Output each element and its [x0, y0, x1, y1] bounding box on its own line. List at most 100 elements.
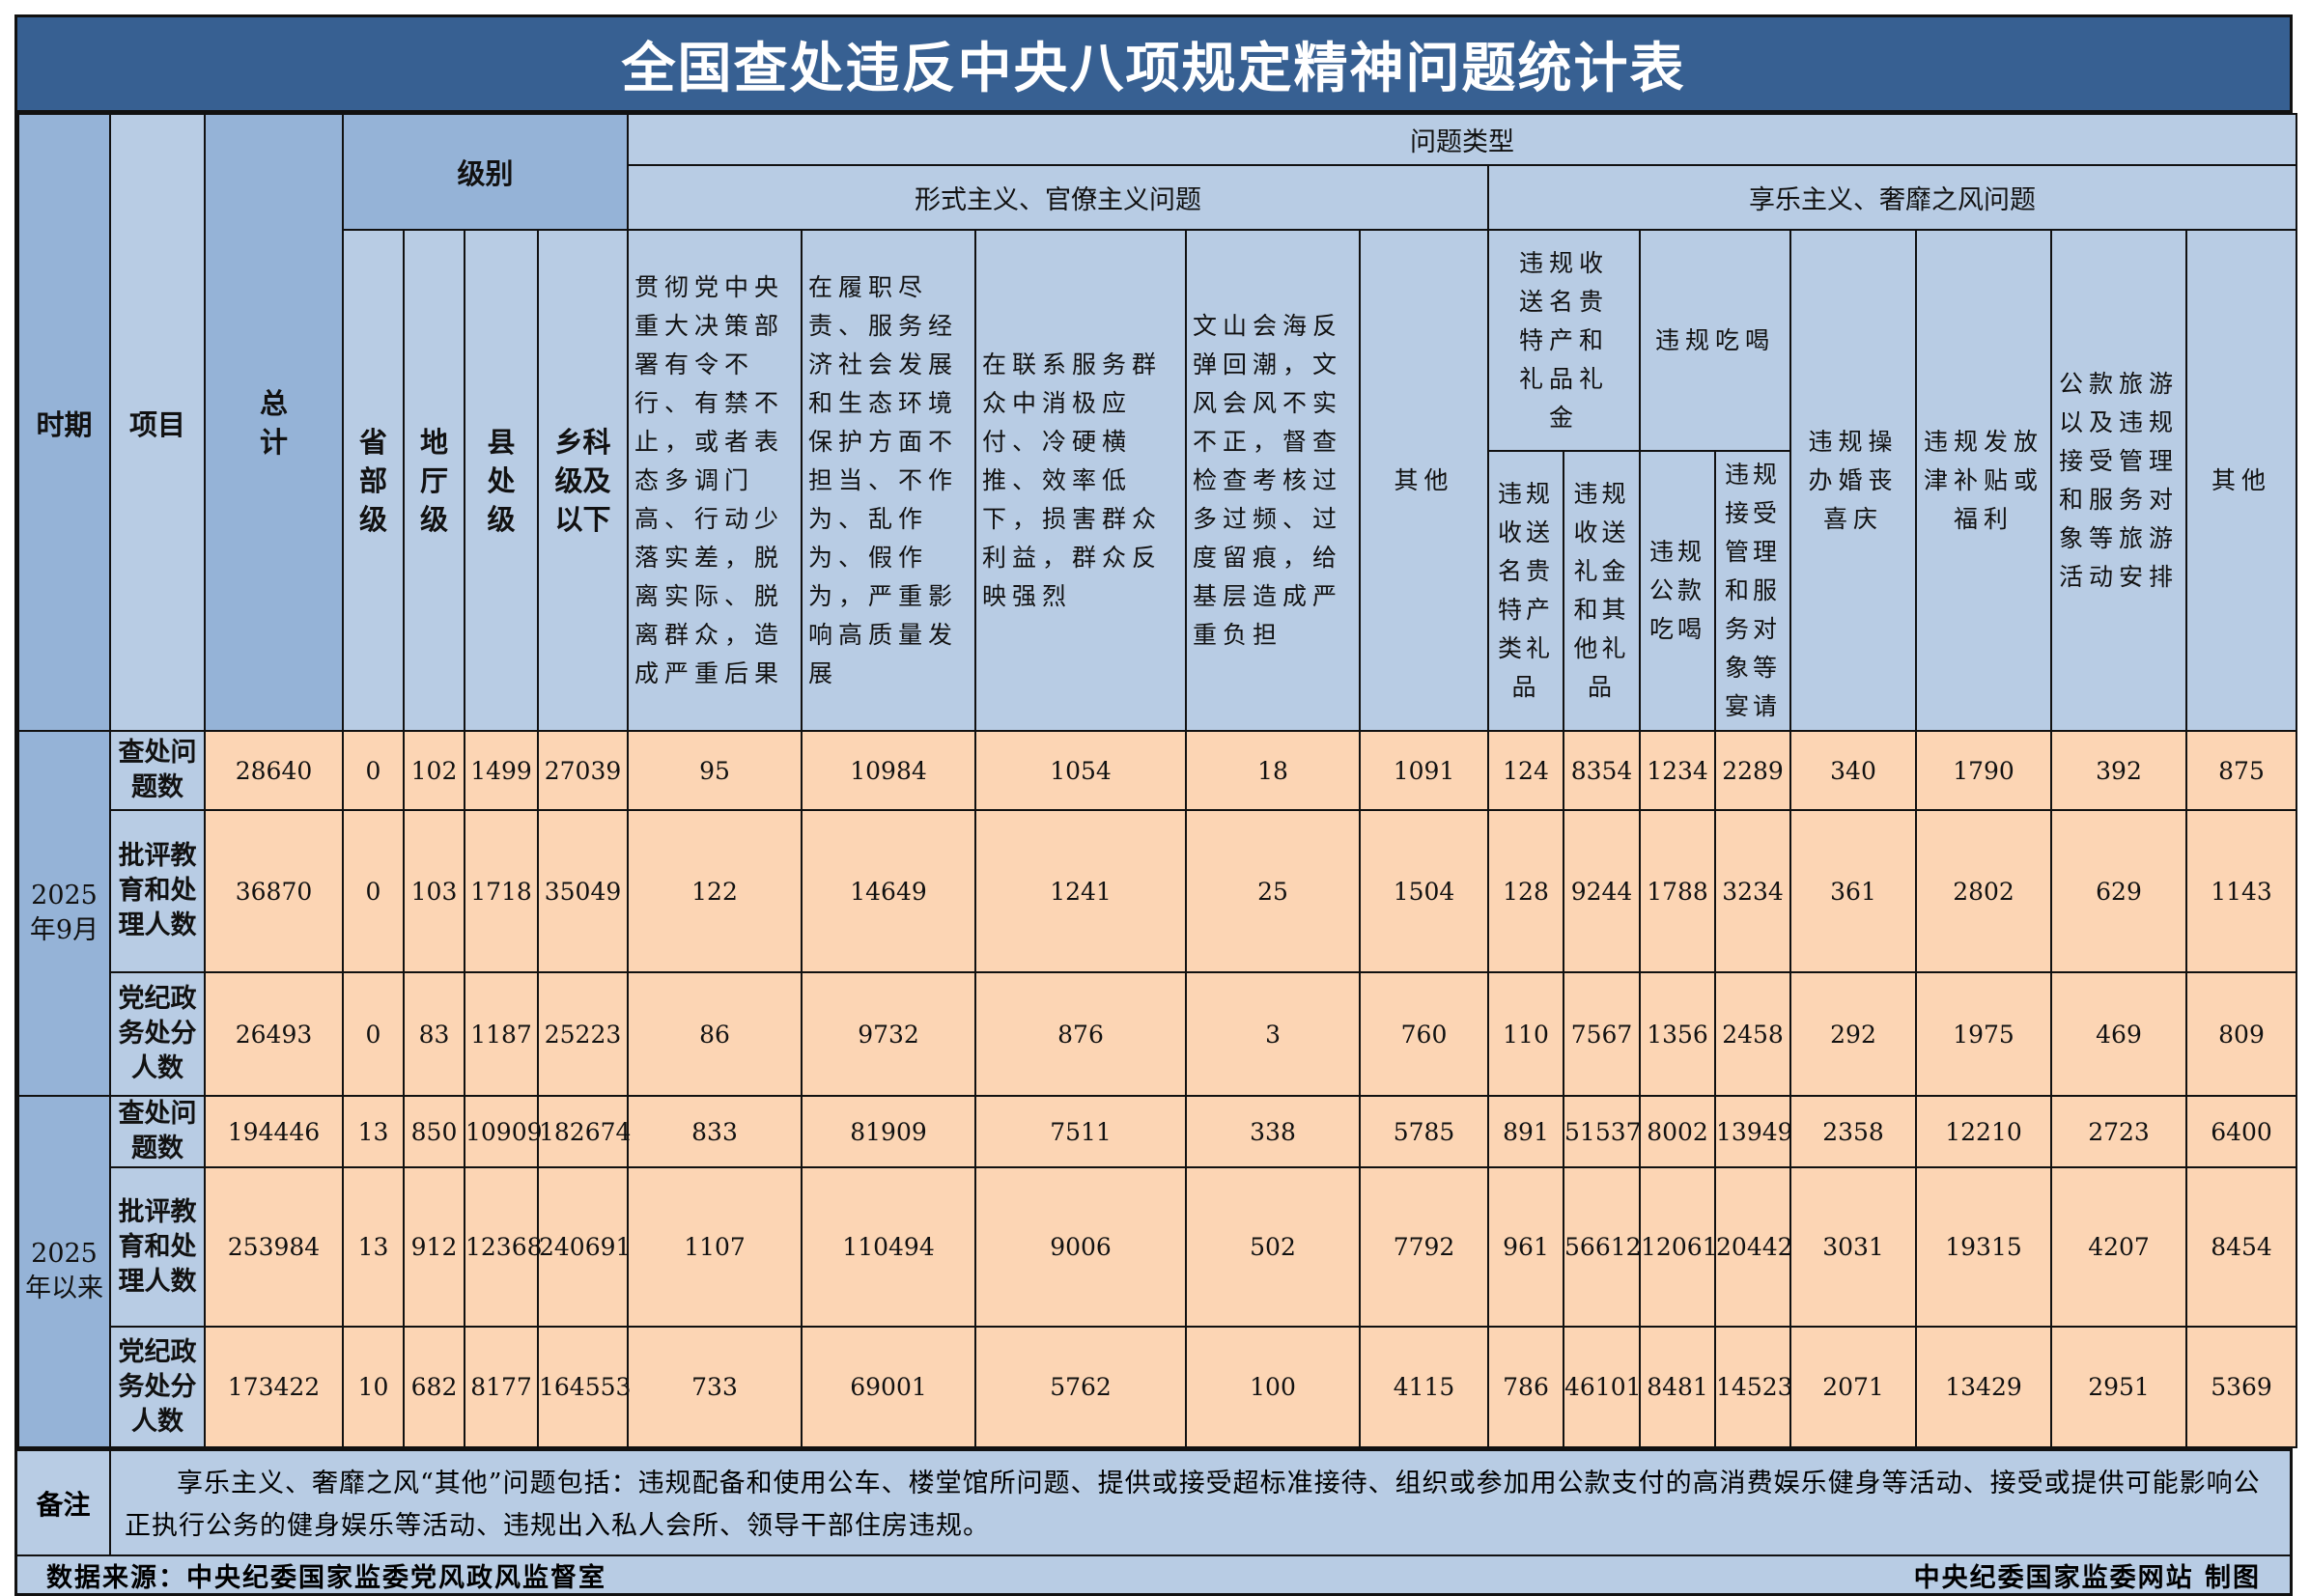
header-total: 总计	[204, 113, 344, 732]
credit: 中央纪委国家监委网站 制图	[1913, 1562, 2261, 1593]
data-cell: 1234	[1639, 730, 1717, 811]
data-cell: 9006	[974, 1166, 1188, 1328]
data-cell: 46101	[1563, 1326, 1642, 1448]
data-cell: 0	[342, 809, 405, 973]
period-label-text: 2025年9月	[29, 881, 99, 945]
data-cell: 1107	[627, 1166, 803, 1328]
data-cell: 9244	[1563, 809, 1642, 973]
data-cell: 629	[2050, 809, 2188, 973]
header-formalism-col-0: 贯彻党中央重大决策部署有令不行、有禁不止，或者表态多调门高、行动少落实差，脱离实…	[627, 229, 803, 732]
data-cell: 340	[1789, 730, 1918, 811]
header-dining-cols-1-text: 违规接受管理和服务对象等宴请	[1725, 461, 1782, 720]
data-cell: 9732	[801, 971, 977, 1097]
data-cell: 51537	[1563, 1095, 1642, 1168]
table-row: 2025年以来 查处问题数 194446 13 850 10909 182674 833 819…	[17, 1095, 2298, 1448]
data-cell: 361	[1789, 809, 1918, 973]
data-cell: 13	[342, 1166, 405, 1328]
data-cell: 27039	[536, 730, 630, 811]
data-cell: 20442	[1714, 1166, 1793, 1328]
data-cell: 1499	[464, 730, 539, 811]
header-level-0-text: 省部级	[358, 425, 387, 536]
header-level: 级别	[341, 113, 630, 231]
header-formalism-col-1-text: 在履职尽责、服务经济社会发展和生态环境保护方面不担当、不作为、乱作为、假作为，严…	[808, 272, 959, 687]
data-cell: 8481	[1639, 1326, 1717, 1448]
data-cell: 8002	[1639, 1095, 1717, 1168]
data-cell: 1241	[974, 809, 1188, 973]
data-cell: 2289	[1714, 730, 1792, 811]
header-dining-group-text: 违规吃喝	[1655, 325, 1776, 354]
note-section: 备注 享乐主义、奢靡之风“其他”问题包括：违规配备和使用公车、楼堂馆所问题、提供…	[17, 1448, 2290, 1554]
header-dining-cols-0: 违规公款吃喝	[1639, 450, 1717, 732]
data-source: 数据来源：中央纪委国家监委党风政风监督室	[46, 1562, 606, 1593]
header-gifts-group-text: 违规收送名贵特产和礼品礼金	[1519, 248, 1610, 432]
data-cell: 392	[2050, 730, 2188, 811]
data-cell: 1143	[2185, 809, 2298, 973]
data-cell: 2802	[1915, 809, 2053, 973]
data-cell: 891	[1487, 1095, 1565, 1168]
header-hedonism-col-1-text: 违规发放津补贴或福利	[1924, 427, 2044, 533]
data-cell: 182674	[536, 1095, 631, 1168]
header-formalism-col-3-text: 文山会海反弹回潮，文风会风不实不正，督查检查考核过多过频、过度留痕，给基层造成严…	[1193, 311, 1343, 649]
header-formalism-col-3: 文山会海反弹回潮，文风会风不实不正，督查检查考核过多过频、过度留痕，给基层造成严…	[1185, 229, 1362, 732]
table-title: 全国查处违反中央八项规定精神问题统计表	[17, 17, 2290, 113]
row-item-label: 批评教育和处理人数	[109, 1166, 206, 1328]
data-cell: 173422	[204, 1326, 344, 1448]
data-cell: 850	[403, 1095, 465, 1168]
data-cell: 35049	[536, 809, 630, 973]
data-cell: 1091	[1359, 730, 1490, 811]
data-cell: 0	[342, 730, 405, 811]
data-cell: 1788	[1639, 809, 1717, 973]
data-cell: 8354	[1563, 730, 1642, 811]
data-cell: 5369	[2185, 1326, 2298, 1448]
header-level-3-text: 乡科级及以下	[554, 425, 611, 536]
row-item-label: 查处问题数	[109, 730, 206, 811]
data-cell: 12210	[1915, 1095, 2053, 1168]
data-cell: 2358	[1789, 1095, 1918, 1168]
data-cell: 13	[342, 1095, 405, 1168]
header-level-2-text: 县处级	[487, 425, 516, 536]
data-cell: 809	[2185, 971, 2298, 1097]
header-level-3: 乡科级及以下	[536, 229, 630, 732]
table-row: 党纪政务处分人数 173422 10 682 8177 164553 733 69001 576…	[18, 1326, 2298, 1448]
table-row: 批评教育和处理人数 36870 0 103 1718 35049 122 14649 1241 2…	[18, 809, 2298, 973]
data-cell: 95	[627, 730, 803, 811]
note-text: 享乐主义、奢靡之风“其他”问题包括：违规配备和使用公车、楼堂馆所问题、提供或接受…	[125, 1469, 2261, 1541]
data-cell: 875	[2185, 730, 2298, 811]
header-formalism-col-1: 在履职尽责、服务经济社会发展和生态环境保护方面不担当、不作为、乱作为、假作为，严…	[801, 229, 977, 732]
data-cell: 786	[1487, 1326, 1565, 1448]
data-cell: 102	[403, 730, 465, 811]
data-cell: 876	[974, 971, 1188, 1097]
data-cell: 8177	[464, 1326, 539, 1448]
data-cell: 69001	[801, 1326, 977, 1448]
header-level-1-text: 地厅级	[419, 425, 448, 536]
data-cell: 7792	[1359, 1166, 1490, 1328]
row-item-label: 批评教育和处理人数	[109, 809, 206, 973]
header-dining-cols-0-text: 违规公款吃喝	[1649, 538, 1706, 643]
data-cell: 110494	[801, 1166, 977, 1328]
data-cell: 10984	[801, 730, 977, 811]
header-period: 时期	[17, 113, 111, 732]
data-cell: 128	[1487, 809, 1565, 973]
data-cell: 103	[403, 809, 465, 973]
data-cell: 1790	[1915, 730, 2053, 811]
data-cell: 1054	[974, 730, 1188, 811]
data-cell: 7511	[974, 1095, 1188, 1168]
row-item-label-text: 党纪政务处分人数	[118, 1336, 197, 1437]
header-hedonism-col-0-text: 违规操办婚丧喜庆	[1808, 427, 1899, 533]
row-item-label-text: 党纪政务处分人数	[118, 984, 197, 1083]
header-gifts-cols-0-text: 违规收送名贵特产类礼品	[1498, 480, 1555, 701]
header-hedonism-col-1: 违规发放津补贴或福利	[1915, 229, 2053, 732]
table-row: 批评教育和处理人数 253984 13 912 12368 240691 1107 11049…	[18, 1166, 2298, 1328]
header-gifts-cols-0: 违规收送名贵特产类礼品	[1487, 450, 1565, 732]
table-row: 党纪政务处分人数 26493 0 83 1187 25223 86 9732 876 3 760 11…	[18, 971, 2298, 1097]
data-cell: 1504	[1359, 809, 1490, 973]
data-cell: 81909	[801, 1095, 977, 1168]
data-cell: 682	[403, 1326, 465, 1448]
data-cell: 12061	[1639, 1166, 1718, 1328]
data-cell: 164553	[536, 1326, 631, 1448]
data-cell: 2458	[1714, 971, 1792, 1097]
header-hedonism-col-0: 违规操办婚丧喜庆	[1789, 229, 1918, 732]
header-formalism-col-0-text: 贯彻党中央重大决策部署有令不行、有禁不止，或者表态多调门高、行动少落实差，脱离实…	[634, 272, 785, 687]
data-cell: 0	[342, 971, 405, 1097]
header-hedonism-col-3: 其他	[2185, 229, 2298, 732]
